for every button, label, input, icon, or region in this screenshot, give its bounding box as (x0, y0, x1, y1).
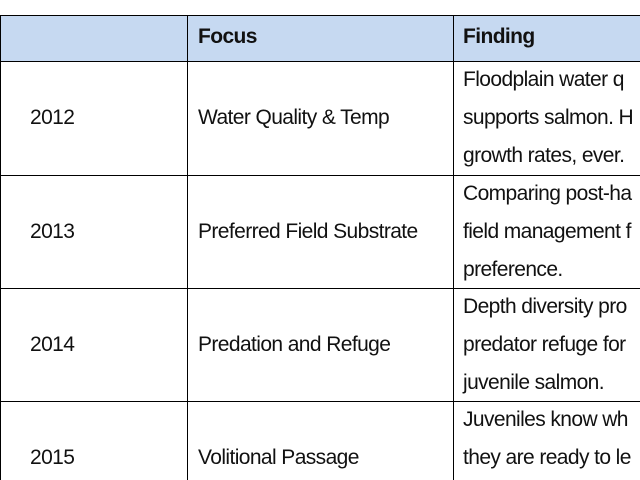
finding-line: Comparing post-ha (463, 182, 632, 205)
header-cell: Finding (463, 25, 535, 48)
focus-cell: Volitional Passage (198, 445, 359, 469)
focus-cell: Preferred Field Substrate (198, 219, 418, 243)
header-cell: Focus (198, 25, 257, 48)
finding-line: preference. (463, 258, 563, 281)
finding-line: field management f (463, 220, 631, 243)
row-border (0, 401, 640, 402)
year-cell: 2014 (30, 332, 75, 356)
header-row (0, 15, 640, 61)
column-border (453, 15, 454, 480)
column-border (0, 15, 1, 480)
row-border (0, 61, 640, 62)
focus-cell: Water Quality & Temp (198, 105, 390, 129)
focus-cell: Predation and Refuge (198, 332, 391, 356)
finding-line: predator refuge for (463, 333, 626, 356)
finding-line: Depth diversity pro (463, 295, 627, 318)
finding-line: Juveniles know wh (463, 408, 628, 431)
year-cell: 2012 (30, 105, 75, 129)
year-cell: 2015 (30, 445, 75, 469)
finding-line: they are ready to le (463, 446, 631, 469)
year-cell: 2013 (30, 219, 75, 243)
finding-line: supports salmon. H (463, 106, 634, 129)
column-border (187, 15, 188, 480)
finding-line: growth rates, ever. (463, 144, 625, 167)
finding-line: juvenile salmon. (463, 371, 605, 394)
finding-line: Floodplain water q (463, 68, 624, 91)
row-border (0, 288, 640, 289)
row-border (0, 15, 640, 16)
row-border (0, 175, 640, 176)
